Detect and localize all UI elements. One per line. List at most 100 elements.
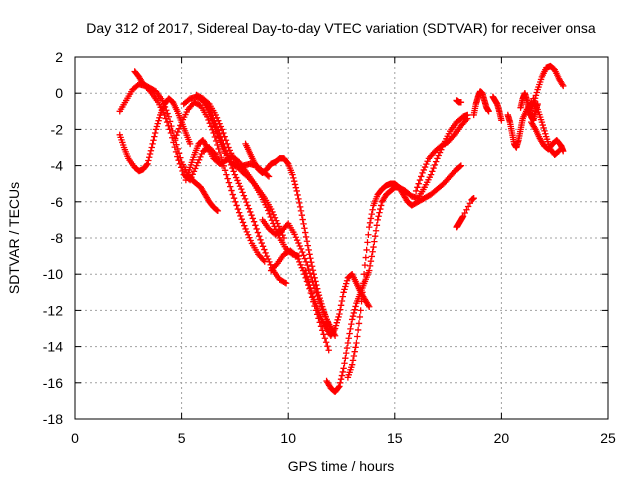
data-point [252,222,259,229]
data-point [302,258,310,266]
data-point [365,231,372,238]
data-point [267,261,274,268]
data-point [262,249,269,257]
data-point [216,120,223,127]
data-point [295,195,302,203]
x-tick-label: 15 [387,430,403,446]
data-point [216,149,224,157]
data-point [166,118,174,125]
data-point [243,228,251,236]
data-point [253,225,260,233]
data-point [289,171,296,178]
data-point [560,82,567,90]
data-point [155,117,162,124]
y-tick-label: -14 [43,339,63,355]
data-point [464,203,472,210]
data-point [296,242,303,250]
data-point [213,206,221,214]
series-track-18 [470,88,492,119]
data-point [351,348,358,355]
data-point [485,108,492,115]
data-point [265,173,273,180]
data-point [273,217,280,224]
data-point [160,100,167,107]
data-point [270,211,277,219]
data-point [375,213,382,220]
data-point [368,253,375,260]
y-tick-label: -4 [51,158,64,174]
data-point [415,180,422,187]
data-point [239,219,247,226]
axis-ticks: 0 5 10 15 20 25 -18 -16 -14 -12 -10 -8 -6 -4 -2 0 2 [43,49,616,446]
chart-title: Day 312 of 2017, Sidereal Day-to-day VTE… [86,20,596,36]
data-point [234,177,241,184]
data-point [363,246,370,254]
data-point [175,125,183,132]
data-point [161,103,169,111]
data-point [542,130,549,137]
data-point [301,255,309,262]
data-point [418,173,425,180]
data-point [554,148,562,156]
data-point [356,313,364,321]
data-point [291,231,298,238]
data-point [145,154,153,161]
data-point [293,187,300,195]
data-point [218,154,225,161]
data-point [238,215,245,223]
data-point [343,344,351,352]
data-point [532,92,540,99]
data-point [179,167,186,175]
x-tick-label: 25 [600,430,616,446]
data-point [175,150,183,157]
data-point [177,122,184,129]
series-track-24 [530,95,563,158]
data-point [224,140,231,148]
data-point [353,339,360,347]
data-point [322,312,329,320]
data-point [305,246,312,254]
data-point [340,365,347,372]
data-point [169,127,176,135]
data-point [306,281,313,289]
data-point [207,123,215,130]
data-point [331,326,338,334]
data-point [203,142,210,150]
data-point [298,211,306,219]
data-point [163,107,170,114]
data-point [365,302,372,309]
data-point [416,176,424,184]
data-point [221,167,229,174]
data-point [144,160,151,167]
y-tick-label: 2 [55,49,63,65]
data-point [372,227,380,234]
data-point [273,261,280,268]
data-point [531,124,538,132]
data-point [540,124,547,132]
data-point [173,131,180,139]
data-point [367,215,375,222]
data-point [346,330,353,337]
data-point [212,137,220,145]
data-point [338,372,346,379]
data-point [174,153,181,160]
data-point [309,267,317,274]
data-point [342,349,350,357]
data-point [264,172,271,179]
series-track-10 [259,216,337,336]
data-point [222,137,230,144]
data-point [316,299,324,307]
data-point [308,287,315,295]
y-tick-label: -8 [51,230,64,246]
data-point [533,89,540,96]
data-points [116,62,567,396]
data-point [257,236,264,244]
data-point [239,189,246,196]
data-point [362,254,370,261]
y-tick-label: -6 [51,194,64,210]
data-point [290,174,297,182]
data-point [218,126,226,133]
data-point [304,276,312,283]
data-point [369,248,376,255]
series-track-13 [323,111,471,396]
